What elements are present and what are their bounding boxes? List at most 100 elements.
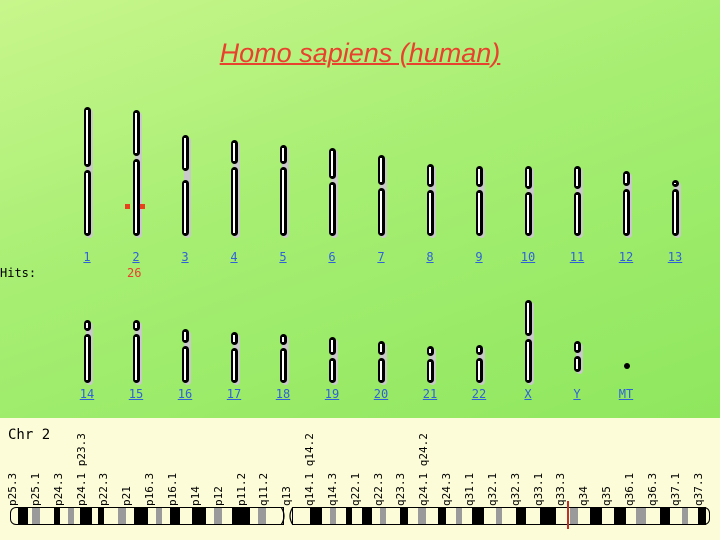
band-label[interactable]: p16.1 bbox=[166, 446, 180, 506]
chromosome-4[interactable] bbox=[231, 140, 240, 238]
chromosome-22[interactable] bbox=[476, 345, 485, 385]
band-label-text: q33.1 bbox=[531, 472, 545, 506]
chromosome-p-arm bbox=[427, 164, 434, 187]
band-label[interactable]: p16.3 bbox=[143, 446, 157, 506]
chromosome-label-20[interactable]: 20 bbox=[373, 387, 389, 401]
chromosome-label-19[interactable]: 19 bbox=[324, 387, 340, 401]
chromosome-label-7[interactable]: 7 bbox=[377, 250, 385, 264]
chromosome-5[interactable] bbox=[280, 145, 289, 238]
ideogram-band bbox=[614, 507, 626, 525]
chromosome-1[interactable] bbox=[84, 107, 93, 238]
ideogram-band bbox=[698, 507, 706, 525]
band-label[interactable]: q22.3 bbox=[372, 446, 386, 506]
band-label[interactable]: p25.3 bbox=[6, 446, 20, 506]
band-label-text: q34 bbox=[577, 486, 591, 506]
chromosome-p-arm bbox=[133, 110, 140, 156]
chromosome-x[interactable] bbox=[525, 300, 534, 385]
band-label[interactable]: q13 bbox=[280, 446, 294, 506]
chromosome-9[interactable] bbox=[476, 166, 485, 238]
chromosome-19[interactable] bbox=[329, 337, 338, 385]
chromosome-label-22[interactable]: 22 bbox=[471, 387, 487, 401]
chromosome-label-12[interactable]: 12 bbox=[618, 250, 634, 264]
band-label[interactable]: q33.3 bbox=[554, 446, 568, 506]
chromosome-label-8[interactable]: 8 bbox=[426, 250, 434, 264]
band-label[interactable]: q32.1 bbox=[486, 446, 500, 506]
chromosome-2[interactable] bbox=[133, 110, 142, 238]
chromosome-8[interactable] bbox=[427, 164, 436, 238]
band-label[interactable]: p24.3 bbox=[52, 446, 66, 506]
band-label[interactable]: p12 bbox=[212, 446, 226, 506]
chromosome-label-y[interactable]: Y bbox=[573, 387, 581, 401]
chromosome-label-15[interactable]: 15 bbox=[128, 387, 144, 401]
chromosome-p-arm bbox=[231, 332, 238, 345]
band-label[interactable]: q32.3 bbox=[509, 446, 523, 506]
band-label[interactable]: q35 bbox=[600, 446, 614, 506]
centromere bbox=[280, 507, 294, 525]
band-label[interactable]: q24.3 bbox=[440, 446, 454, 506]
band-label-text: q31.1 bbox=[463, 472, 476, 506]
chromosome-12[interactable] bbox=[623, 171, 632, 238]
chromosome-11[interactable] bbox=[574, 166, 583, 238]
chromosome-label-6[interactable]: 6 bbox=[328, 250, 336, 264]
ideogram-band bbox=[456, 507, 462, 525]
chromosome-18[interactable] bbox=[280, 334, 289, 385]
chromosome-label-9[interactable]: 9 bbox=[475, 250, 483, 264]
chromosome-14[interactable] bbox=[84, 320, 93, 385]
chromosome-15[interactable] bbox=[133, 320, 142, 385]
chromosome-label-3[interactable]: 3 bbox=[181, 250, 189, 264]
band-label[interactable]: q31.1 bbox=[463, 446, 477, 506]
chromosome-q-arm bbox=[378, 358, 385, 383]
chromosome-y[interactable] bbox=[574, 341, 583, 374]
chromosome-label-14[interactable]: 14 bbox=[79, 387, 95, 401]
band-label[interactable]: p11.2 bbox=[235, 446, 249, 506]
chromosome-mt[interactable] bbox=[624, 363, 630, 369]
band-label[interactable]: q23.3 bbox=[394, 446, 408, 506]
band-label[interactable]: q14.1 q14.2 bbox=[303, 433, 317, 506]
band-label[interactable]: q37.3 bbox=[692, 446, 706, 506]
chromosome-10[interactable] bbox=[525, 166, 534, 238]
band-label[interactable]: q11.2 bbox=[257, 446, 271, 506]
chromosome-label-mt[interactable]: MT bbox=[618, 387, 634, 401]
band-label[interactable]: q33.1 bbox=[531, 446, 546, 506]
chromosome-label-x[interactable]: X bbox=[524, 387, 532, 401]
band-label[interactable]: p21 bbox=[120, 446, 134, 506]
ideogram-band bbox=[380, 507, 386, 525]
chromosome-label-21[interactable]: 21 bbox=[422, 387, 438, 401]
chromosome-label-16[interactable]: 16 bbox=[177, 387, 193, 401]
band-label[interactable]: p24.1 p23.3 bbox=[75, 433, 89, 506]
chromosome-label-5[interactable]: 5 bbox=[279, 250, 287, 264]
band-label[interactable]: q36.1 bbox=[623, 446, 637, 506]
band-label-text: p14 bbox=[188, 486, 202, 506]
band-label[interactable]: q14.3 bbox=[326, 446, 340, 506]
chromosome-q-arm bbox=[525, 192, 532, 236]
chromosome-7[interactable] bbox=[378, 155, 387, 238]
chromosome-q-arm bbox=[525, 339, 532, 383]
chromosome-label-4[interactable]: 4 bbox=[230, 250, 238, 264]
chromosome-label-2[interactable]: 2 bbox=[132, 250, 140, 264]
band-label[interactable]: q24.1 q24.2 bbox=[417, 433, 431, 506]
chromosome-p-arm bbox=[280, 145, 287, 164]
chromosome-20[interactable] bbox=[378, 341, 387, 385]
chromosome-label-10[interactable]: 10 bbox=[520, 250, 536, 264]
band-label[interactable]: q36.3 bbox=[646, 446, 660, 506]
chromosome-label-18[interactable]: 18 bbox=[275, 387, 291, 401]
chromosome-16[interactable] bbox=[182, 329, 191, 385]
chromosome-21[interactable] bbox=[427, 346, 436, 385]
chromosome-label-1[interactable]: 1 bbox=[83, 250, 91, 264]
chromosome-6[interactable] bbox=[329, 148, 338, 238]
chromosome-13[interactable] bbox=[672, 180, 681, 238]
chromosome-ideogram[interactable] bbox=[10, 501, 710, 529]
chromosome-q-arm bbox=[182, 346, 189, 383]
chromosome-label-11[interactable]: 11 bbox=[569, 250, 585, 264]
band-label[interactable]: q22.1 bbox=[349, 446, 363, 506]
band-label[interactable]: q34 bbox=[577, 446, 591, 506]
chromosome-17[interactable] bbox=[231, 332, 240, 385]
chromosome-label-17[interactable]: 17 bbox=[226, 387, 242, 401]
chromosome-p-arm bbox=[476, 345, 483, 355]
chromosome-label-13[interactable]: 13 bbox=[667, 250, 683, 264]
band-label[interactable]: p25.1 bbox=[29, 446, 43, 506]
band-label[interactable]: p22.3 bbox=[97, 446, 111, 506]
band-label[interactable]: q37.1 bbox=[669, 446, 683, 506]
band-label[interactable]: p14 bbox=[188, 446, 203, 506]
chromosome-3[interactable] bbox=[182, 135, 191, 238]
